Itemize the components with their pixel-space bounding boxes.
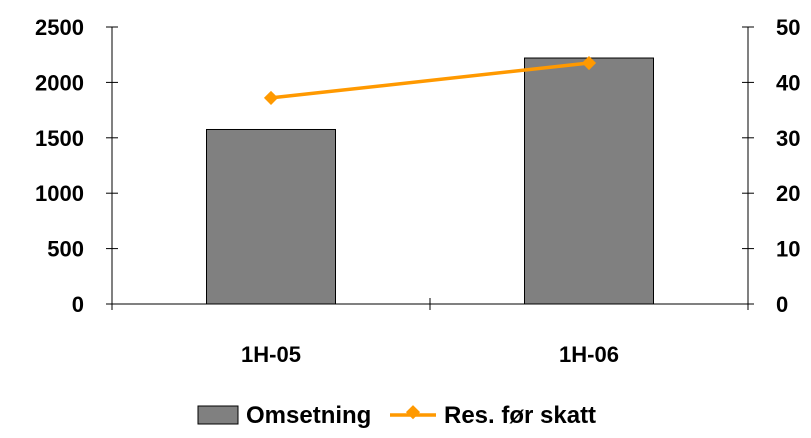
- line-series: [263, 55, 597, 105]
- y-left-tick-label: 2500: [35, 15, 84, 40]
- bar: [524, 57, 654, 305]
- x-tick-label: 1H-05: [241, 342, 301, 367]
- line-point: [263, 90, 279, 105]
- legend-swatch-bar: [197, 405, 239, 425]
- bar: [206, 128, 336, 305]
- y-right-tick-label: 10: [776, 237, 800, 262]
- legend-swatch-marker: [405, 405, 421, 420]
- line-path: [270, 61, 590, 100]
- x-tick-label: 1H-06: [559, 342, 619, 367]
- y-left-tick-label: 0: [72, 292, 84, 317]
- tick-labels: 0 500 1000 1500 2000 2500 0 10 20 30 40 50 1H-05 1H-0…: [35, 15, 800, 367]
- y-right-tick-label: 0: [776, 292, 788, 317]
- y-left-tick-label: 1500: [35, 126, 84, 151]
- y-right-tick-label: 50: [776, 15, 800, 40]
- y-right-tick-label: 30: [776, 126, 800, 151]
- y-right-tick-label: 40: [776, 70, 800, 95]
- legend-label-bar: Omsetning: [246, 402, 371, 429]
- line-point: [581, 55, 597, 71]
- y-left-tick-label: 500: [47, 237, 84, 262]
- y-right-tick-label: 20: [776, 181, 800, 206]
- legend-label-line: Res. før skatt: [444, 402, 596, 429]
- y-left-tick-label: 2000: [35, 70, 84, 95]
- axes: [106, 26, 754, 310]
- y-left-tick-label: 1000: [35, 181, 84, 206]
- legend: Omsetning Res. før skatt: [197, 402, 596, 429]
- bars: [206, 57, 654, 305]
